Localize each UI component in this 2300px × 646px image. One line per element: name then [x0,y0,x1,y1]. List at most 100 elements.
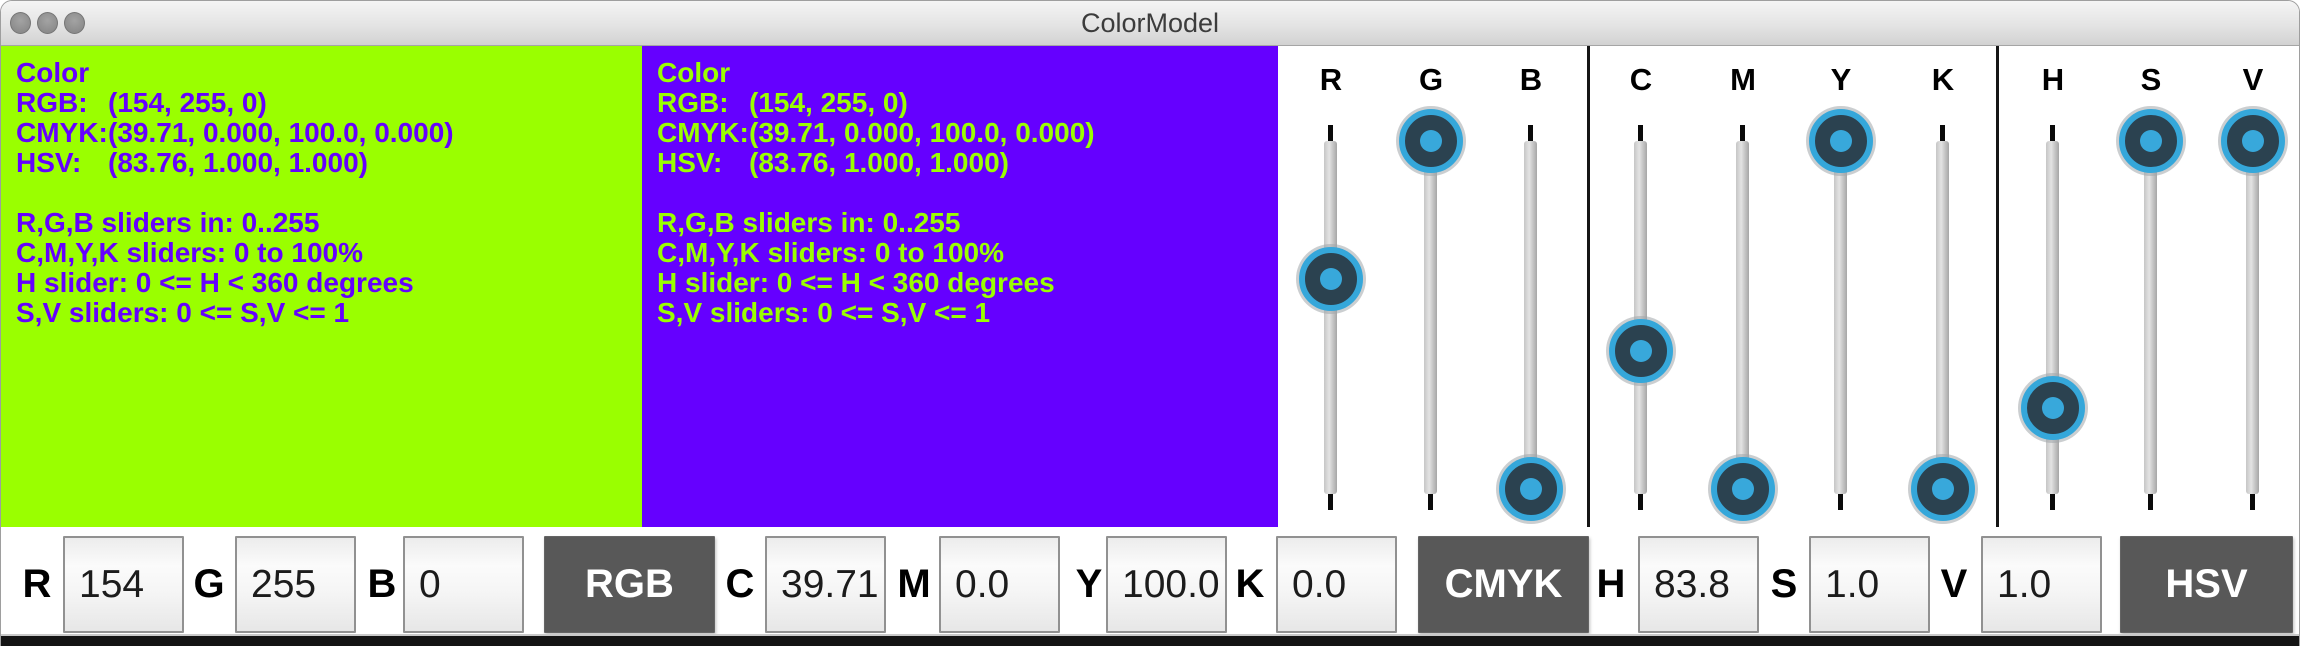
info-line: H slider: 0 <= H < 360 degrees [657,268,1278,298]
slider-tick-bottom [1328,494,1333,510]
c-value-input[interactable] [765,536,886,633]
color-panel-primary: Color RGB: (154, 255, 0) CMYK:(39.71, 0.000… [1,46,642,527]
b-value-input[interactable] [403,536,524,633]
slider-track[interactable] [1524,141,1537,494]
slider-y[interactable]: Y [1791,46,1891,527]
divider-cmyk-hsv [1996,46,1999,527]
field-label-h: H [1596,562,1626,606]
info-line-label: HSV: [16,147,82,178]
slider-track[interactable] [1324,141,1337,494]
m-value-input[interactable] [939,536,1060,633]
slider-thumb[interactable] [1499,457,1563,521]
info-line: R,G,B sliders in: 0..255 [657,208,1278,238]
slider-tick-bottom [2148,494,2153,510]
info-line-label: R,G,B sliders in: 0..255 [16,207,320,238]
close-button[interactable] [10,12,31,34]
info-line-label: R,G,B sliders in: 0..255 [657,207,961,238]
info-line-label: RGB: [657,87,729,118]
info-line: HSV: (83.76, 1.000, 1.000) [16,148,642,178]
slider-label: S [2140,62,2162,97]
slider-track[interactable] [1736,141,1749,494]
info-line: RGB: (154, 255, 0) [657,88,1278,118]
slider-g[interactable]: G [1381,46,1481,527]
y-value-input[interactable] [1106,536,1227,633]
slider-s[interactable]: S [2101,46,2201,527]
info-line: R,G,B sliders in: 0..255 [16,208,642,238]
info-line: HSV: (83.76, 1.000, 1.000) [657,148,1278,178]
slider-thumb[interactable] [1299,246,1363,311]
info-line-label: S,V sliders: 0 <= S,V <= 1 [16,297,350,328]
slider-thumb-dot [1420,130,1442,152]
slider-thumb[interactable] [1711,457,1775,521]
g-value-input[interactable] [235,536,356,633]
slider-track[interactable] [1834,141,1847,494]
window-title: ColorModel [1080,8,1220,38]
slider-track[interactable] [2246,141,2259,494]
slider-track[interactable] [2144,141,2157,494]
titlebar: ColorModel [1,1,2299,46]
slider-track[interactable] [1424,141,1437,494]
slider-c[interactable]: C [1591,46,1691,527]
minimize-button[interactable] [37,12,58,34]
hsv-button[interactable]: HSV [2120,536,2293,633]
maximize-button[interactable] [64,12,85,34]
slider-thumb[interactable] [1609,318,1673,383]
slider-r[interactable]: R [1281,46,1381,527]
slider-thumb[interactable] [2119,109,2183,173]
slider-thumb[interactable] [2221,109,2285,173]
slider-thumb[interactable] [1911,457,1975,521]
slider-h[interactable]: H [2003,46,2103,527]
v-value-input[interactable] [1981,536,2102,633]
s-value-input[interactable] [1809,536,1930,633]
slider-track[interactable] [1634,141,1647,494]
info-line [657,178,1278,208]
slider-label: B [1519,62,1543,97]
slider-label: R [1319,62,1343,97]
slider-track[interactable] [2046,141,2059,494]
slider-label: G [1418,62,1444,97]
slider-thumb[interactable] [1399,109,1463,173]
slider-b[interactable]: B [1481,46,1581,527]
info-line-label: H slider: 0 <= H < 360 degrees [657,267,1055,298]
slider-thumb[interactable] [1809,109,1873,173]
info-line: C,M,Y,K sliders: 0 to 100% [16,238,642,268]
divider-rgb-cmyk [1587,46,1590,527]
info-line-value: (154, 255, 0) [749,87,908,118]
info-line: C,M,Y,K sliders: 0 to 100% [657,238,1278,268]
slider-thumb-dot [2242,130,2264,152]
slider-label: V [2242,62,2264,97]
slider-thumb-dot [1320,267,1342,290]
rgb-button[interactable]: RGB [544,536,715,633]
info-line: Color [16,58,642,88]
slider-m[interactable]: M [1693,46,1793,527]
cmyk-button[interactable]: CMYK [1418,536,1589,633]
slider-tick-bottom [1428,494,1433,510]
r-value-input[interactable] [63,536,184,633]
slider-tick-bottom [1638,494,1643,510]
slider-k[interactable]: K [1893,46,1993,527]
info-line-value: (83.76, 1.000, 1.000) [108,147,368,178]
k-value-input[interactable] [1276,536,1397,633]
slider-thumb[interactable] [2021,375,2085,440]
slider-track[interactable] [1936,141,1949,494]
info-line: Color [657,58,1278,88]
slider-tick-top [1328,125,1333,141]
slider-tick-bottom [1838,494,1843,510]
field-label-m: M [897,562,931,606]
info-line-value: (39.71, 0.000, 100.0, 0.000) [108,117,454,148]
field-label-v: V [1940,562,1968,606]
field-label-y: Y [1075,562,1103,606]
info-line: CMYK:(39.71, 0.000, 100.0, 0.000) [16,118,642,148]
slider-label: M [1730,62,1756,97]
slider-label: H [2041,62,2065,97]
info-line-label: Color [16,57,90,88]
info-line [16,178,642,208]
h-value-input[interactable] [1638,536,1759,633]
slider-v[interactable]: V [2203,46,2299,527]
info-line-label: C,M,Y,K sliders: 0 to 100% [657,237,1005,268]
info-line: H slider: 0 <= H < 360 degrees [16,268,642,298]
slider-thumb-dot [1520,478,1542,500]
field-label-s: S [1770,562,1798,606]
color-panel-complement: Color RGB: (154, 255, 0) CMYK:(39.71, 0.000… [642,46,1278,527]
